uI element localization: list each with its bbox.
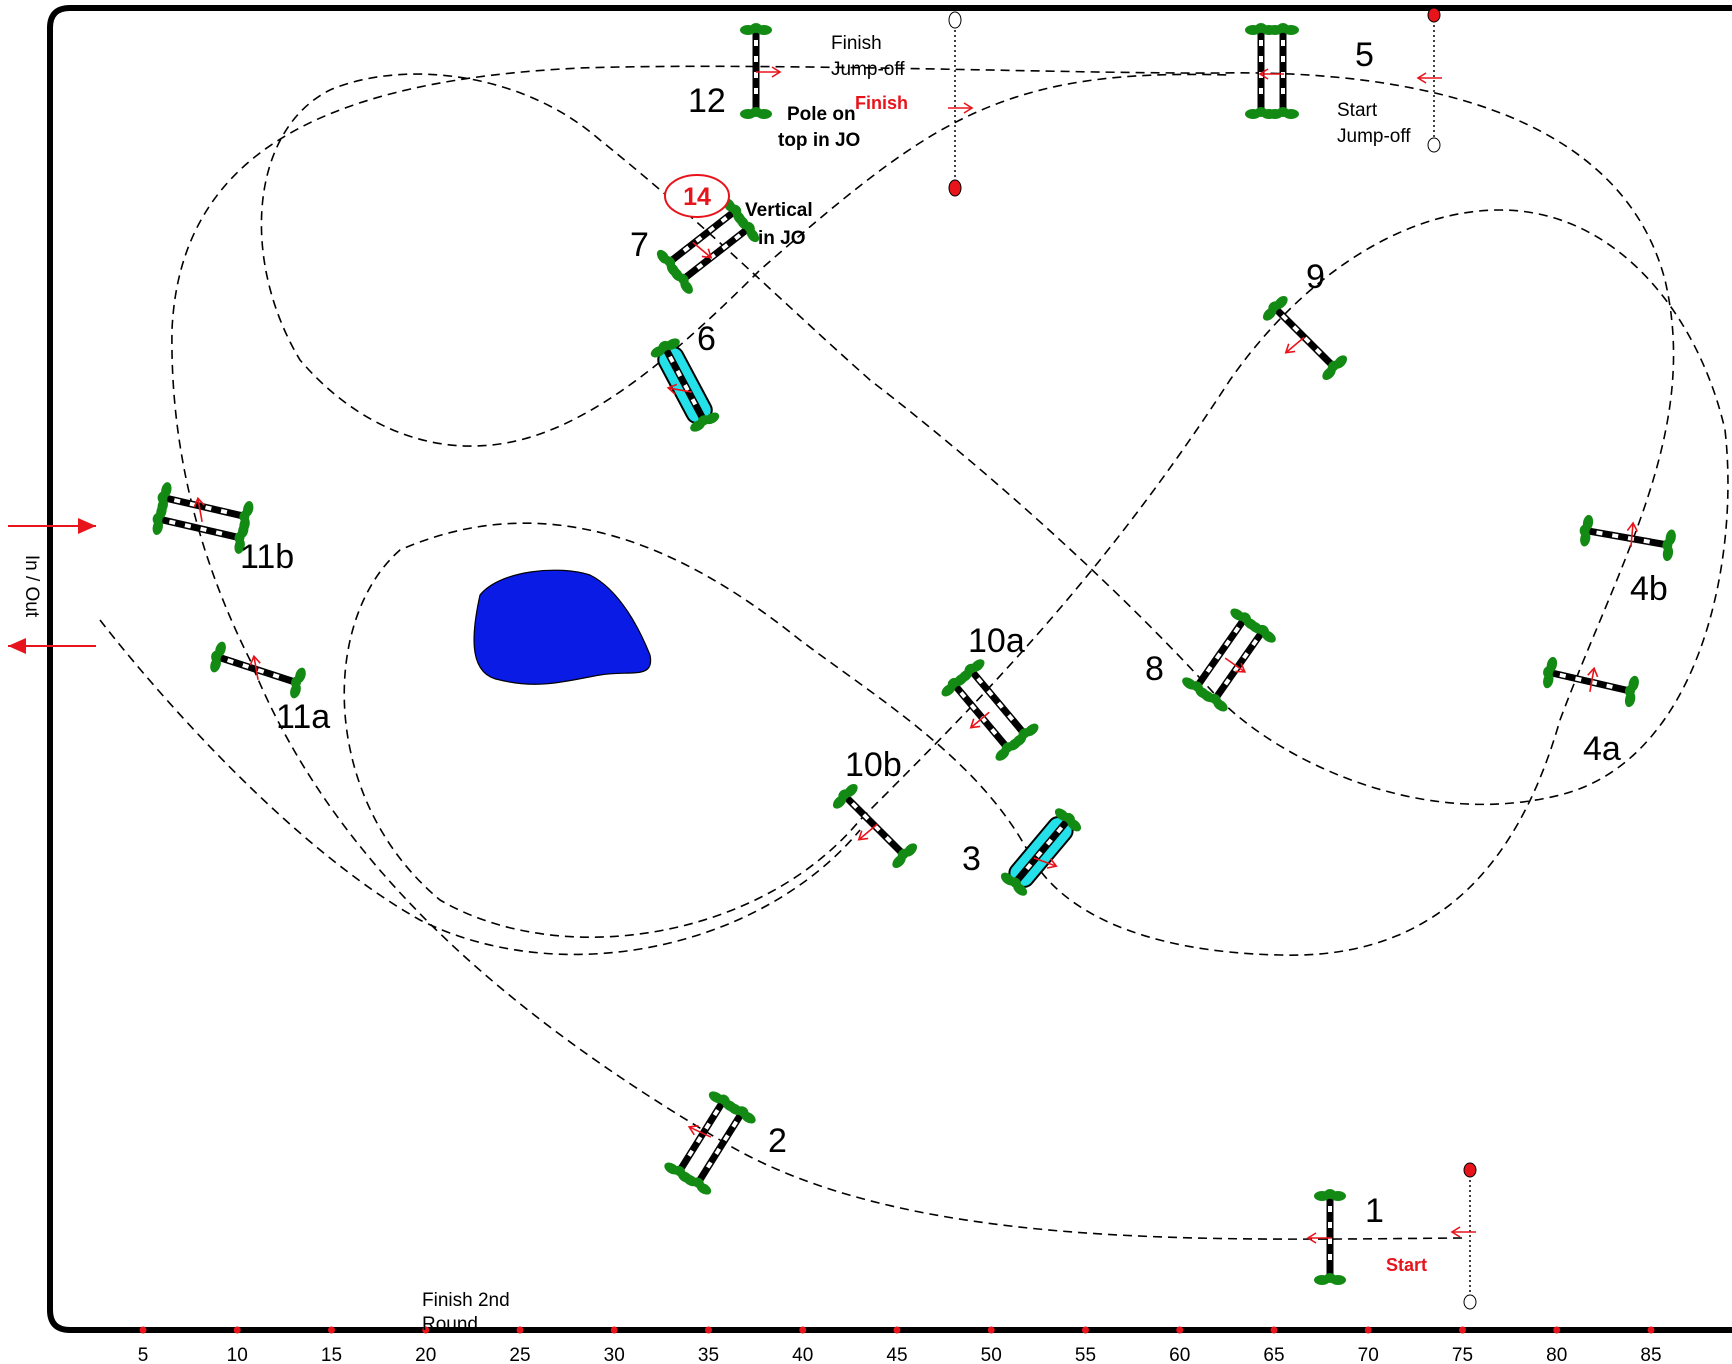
fence-6: 6 bbox=[648, 320, 721, 434]
ruler-mark bbox=[328, 1326, 335, 1334]
ruler-tick-label: 45 bbox=[886, 1345, 907, 1364]
ruler-mark bbox=[1270, 1326, 1278, 1334]
pole-on-note-2: top in JO bbox=[778, 130, 860, 151]
fence-14-label: 14 bbox=[683, 183, 711, 211]
ruler-tick-label: 10 bbox=[227, 1345, 248, 1364]
fence-5: 5 bbox=[1245, 23, 1443, 119]
fence-1-label: 1 bbox=[1365, 1192, 1384, 1230]
finish-jumpoff-note-2: Jump-off bbox=[831, 59, 905, 80]
fence-3: 3 bbox=[962, 804, 1085, 898]
ruler-mark bbox=[422, 1326, 430, 1334]
fence-10b-label: 10b bbox=[845, 746, 902, 784]
fence-8-label: 8 bbox=[1145, 650, 1164, 688]
fence-2-label: 2 bbox=[768, 1122, 787, 1160]
fence-7: 7 bbox=[630, 195, 763, 297]
jumpoff-start-gate bbox=[1427, 7, 1441, 153]
start-gate bbox=[1451, 1162, 1477, 1310]
ruler-tick-label: 15 bbox=[321, 1345, 342, 1364]
ruler-mark bbox=[1459, 1326, 1466, 1334]
ruler-tick-label: 35 bbox=[698, 1345, 719, 1364]
fence-4b: 4b bbox=[1577, 514, 1677, 608]
vertical-note-2: in JO bbox=[758, 228, 806, 249]
vertical-note-1: Vertical bbox=[745, 200, 813, 221]
ruler-tick-label: 55 bbox=[1075, 1345, 1096, 1364]
ruler-tick-label: 5 bbox=[138, 1345, 149, 1364]
fence-10a-label: 10a bbox=[968, 622, 1025, 660]
ruler-mark bbox=[1364, 1326, 1372, 1334]
ruler-tick-label: 65 bbox=[1263, 1345, 1284, 1364]
entrance-label: In / Out bbox=[21, 555, 42, 618]
ruler-mark bbox=[139, 1326, 147, 1334]
ruler-mark bbox=[1647, 1326, 1655, 1334]
ruler-tick-label: 30 bbox=[604, 1345, 625, 1364]
fence-5-label: 5 bbox=[1355, 36, 1374, 74]
fence-9-label: 9 bbox=[1306, 258, 1325, 296]
fence-8: 8 bbox=[1145, 604, 1279, 714]
start-note: Start bbox=[1386, 1255, 1427, 1275]
fence-6-label: 6 bbox=[697, 320, 716, 358]
fence-14-badge: 14 bbox=[664, 174, 730, 218]
ruler-tick-label: 20 bbox=[415, 1345, 436, 1364]
fence-7-label: 7 bbox=[630, 226, 649, 264]
ruler-tick-label: 75 bbox=[1452, 1345, 1473, 1364]
course-path bbox=[99, 65, 1729, 1240]
fence-1: 1 bbox=[1307, 1189, 1384, 1285]
ruler-mark bbox=[1553, 1326, 1561, 1334]
fence-2: 2 bbox=[662, 1087, 787, 1197]
ruler-tick-label: 85 bbox=[1640, 1345, 1661, 1364]
ruler-mark bbox=[799, 1326, 807, 1334]
ruler-mark bbox=[233, 1326, 241, 1334]
ruler-mark bbox=[516, 1326, 524, 1334]
fence-11b: 11b bbox=[149, 481, 294, 576]
ruler-tick-label: 80 bbox=[1546, 1345, 1567, 1364]
entrance-arrows bbox=[8, 518, 96, 654]
finish-gate bbox=[948, 11, 962, 197]
finish-note: Finish bbox=[855, 93, 908, 113]
ruler-tick-label: 60 bbox=[1169, 1345, 1190, 1364]
fence-4b-label: 4b bbox=[1630, 570, 1668, 608]
fence-4a-label: 4a bbox=[1583, 730, 1621, 768]
ruler-mark bbox=[1176, 1326, 1184, 1334]
ruler-tick-label: 70 bbox=[1358, 1345, 1379, 1364]
ruler-mark bbox=[987, 1326, 995, 1334]
fence-11a-label: 11a bbox=[276, 698, 330, 736]
start-jumpoff-note-2: Jump-off bbox=[1337, 126, 1411, 147]
pole-on-note-1: Pole on bbox=[787, 104, 856, 125]
fence-11a: 11a bbox=[206, 640, 330, 736]
finish-2nd-note-1: Finish 2nd bbox=[422, 1290, 510, 1311]
fence-9: 9 bbox=[1259, 258, 1350, 383]
fence-12-label: 12 bbox=[688, 82, 726, 120]
ruler-tick-label: 25 bbox=[509, 1345, 530, 1364]
ruler-mark bbox=[610, 1326, 618, 1334]
distance-ruler: 5 10 15 20 25 30 35 40 45 50 55 60 65 70 75 80 85 bbox=[138, 1326, 1662, 1364]
fence-10b: 10b bbox=[829, 746, 920, 871]
ruler-tick-label: 40 bbox=[792, 1345, 813, 1364]
water-pond bbox=[473, 569, 652, 685]
ruler-tick-label: 50 bbox=[981, 1345, 1002, 1364]
arena-border bbox=[47, 5, 1732, 1333]
start-jumpoff-note-1: Start bbox=[1337, 100, 1378, 121]
ruler-mark bbox=[705, 1326, 712, 1334]
finish-2nd-note-2: Round bbox=[422, 1314, 478, 1335]
ruler-mark bbox=[893, 1326, 901, 1334]
finish-jumpoff-note-1: Finish bbox=[831, 33, 882, 54]
fence-11b-label: 11b bbox=[240, 538, 294, 576]
fence-3-label: 3 bbox=[962, 840, 981, 878]
fence-12: 12 bbox=[688, 23, 973, 120]
fence-4a: 4a bbox=[1540, 655, 1641, 768]
ruler-mark bbox=[1082, 1326, 1089, 1334]
fence-10a: 10a bbox=[938, 622, 1041, 763]
